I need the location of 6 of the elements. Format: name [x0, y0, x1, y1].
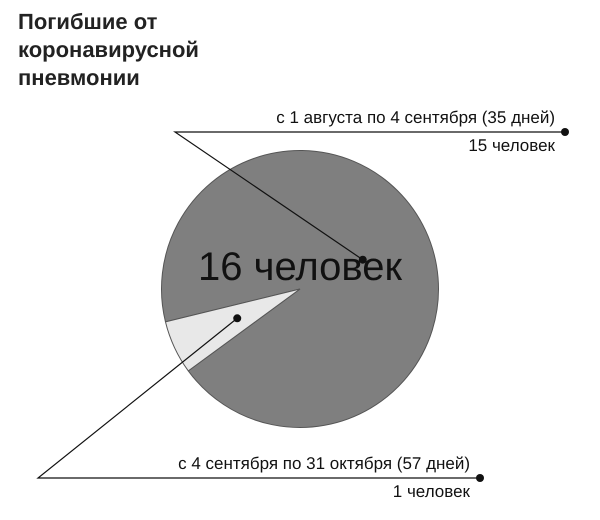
slice-label: с 4 сентября по 31 октября (57 дней) [178, 454, 470, 474]
text: 16 человек [198, 245, 402, 290]
data-label: 1 человек [392, 482, 471, 502]
chart-title: Погибшие от коронавирусной пневмонии [18, 8, 200, 92]
slice-label: с 1 августа по 4 сентября (35 дней) [276, 108, 555, 128]
data-label: 15 человек [468, 136, 556, 156]
